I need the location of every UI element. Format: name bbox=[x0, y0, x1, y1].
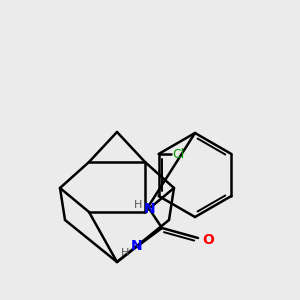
Text: O: O bbox=[202, 233, 214, 247]
Text: N: N bbox=[144, 202, 156, 216]
Text: H: H bbox=[134, 200, 142, 210]
Text: H: H bbox=[121, 248, 129, 258]
Text: N: N bbox=[131, 239, 143, 253]
Text: Cl: Cl bbox=[172, 148, 185, 160]
